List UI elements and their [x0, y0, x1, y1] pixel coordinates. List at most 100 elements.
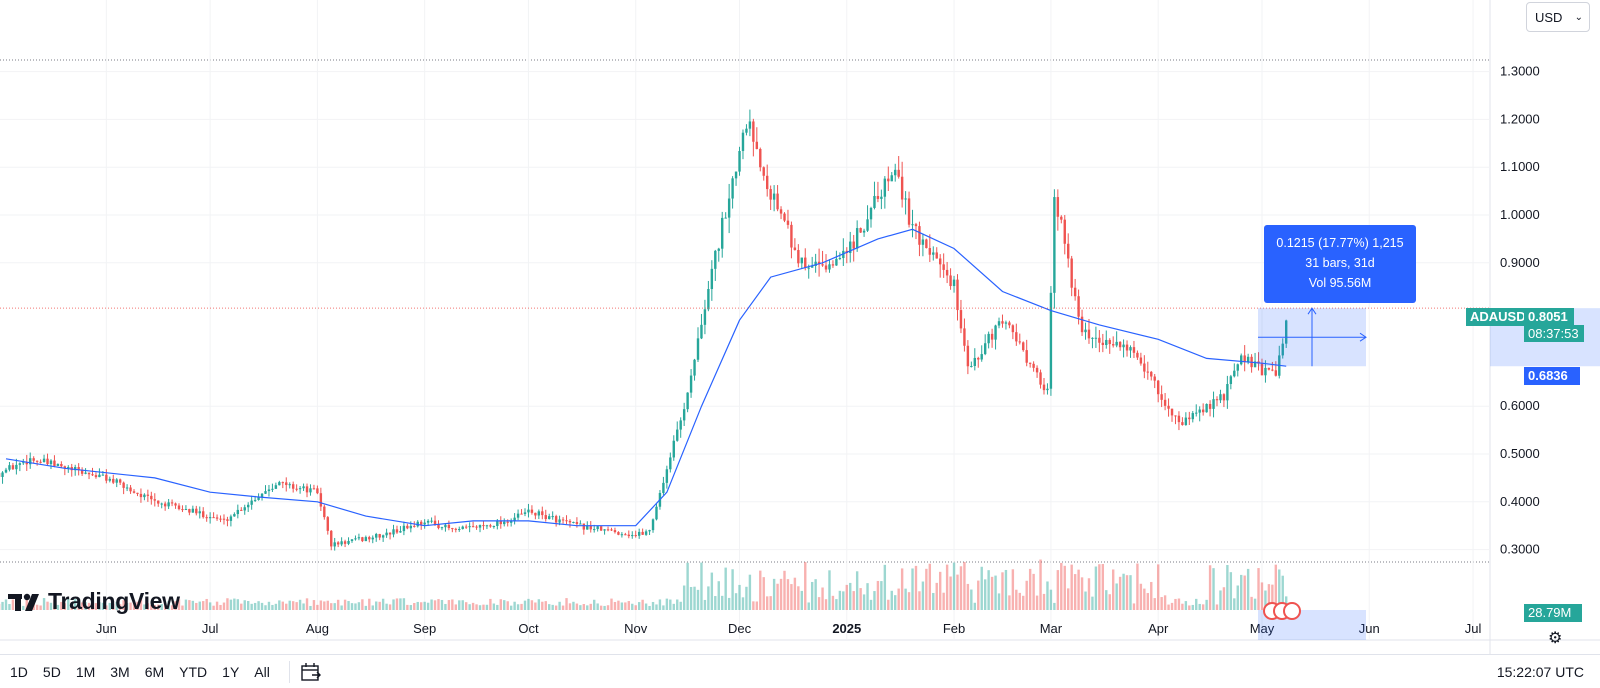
volume-bar	[35, 604, 39, 610]
range-1y-button[interactable]: 1Y	[222, 663, 240, 680]
volume-bar	[478, 605, 482, 610]
volume-bar	[132, 600, 136, 610]
candle-body	[1191, 413, 1194, 420]
candle-body	[1188, 417, 1191, 420]
y-tick-label: 1.3000	[1500, 64, 1540, 79]
candle-body	[977, 357, 980, 360]
volume-bar	[599, 605, 603, 610]
candle-body	[599, 526, 603, 531]
volume-bar	[876, 580, 880, 610]
tradingview-logo[interactable]: TradingView	[8, 588, 180, 615]
volume-bar	[831, 595, 835, 610]
candle-body	[714, 250, 717, 269]
candle-body	[49, 460, 53, 465]
volume-bar	[696, 589, 700, 610]
volume-bar	[686, 562, 689, 610]
volume-bar	[935, 582, 938, 610]
candle-body	[1022, 342, 1025, 351]
price-chart[interactable]: 1.3000 1.2000 1.1000 1.0000 0.9000 0.6000 0.50…	[0, 0, 1600, 654]
volume-bar	[74, 599, 77, 610]
volume-bar	[731, 569, 734, 610]
volume-bar	[153, 604, 156, 610]
candle-body	[1098, 337, 1101, 343]
candle-body	[779, 209, 783, 214]
volume-bar	[1233, 598, 1236, 610]
volume-bar	[873, 591, 876, 610]
volume-bar	[1025, 580, 1028, 610]
volume-bar	[1098, 564, 1101, 610]
candle-body	[319, 493, 323, 507]
candle-body	[343, 541, 347, 544]
candle-body	[1091, 337, 1094, 339]
candle-body	[32, 458, 35, 461]
candle-body	[928, 248, 932, 255]
candle-body	[1236, 364, 1239, 371]
candle-body	[880, 196, 883, 199]
settings-gear-icon[interactable]: ⚙	[1548, 630, 1563, 647]
candle-body	[700, 324, 703, 339]
volume-bar	[420, 602, 423, 610]
candle-body	[170, 502, 174, 504]
volume-bar	[371, 605, 374, 610]
volume-bar	[181, 605, 184, 610]
volume-bar	[945, 564, 949, 610]
candle-body	[686, 392, 689, 410]
candle-body	[824, 265, 828, 270]
candle-body	[624, 534, 627, 536]
volume-bar	[548, 604, 551, 610]
utc-clock: 15:22:07 UTC	[1496, 663, 1584, 680]
candle-body	[264, 491, 267, 494]
volume-bar	[662, 605, 665, 610]
volume-bar	[1011, 569, 1015, 610]
range-ytd-button[interactable]: YTD	[179, 663, 208, 680]
y-tick-label: 0.6000	[1500, 398, 1540, 413]
volume-bar	[368, 598, 371, 610]
volume-bar	[357, 602, 361, 610]
candle-body	[610, 529, 613, 531]
candle-body	[229, 516, 233, 521]
volume-bar	[807, 602, 810, 610]
range-6m-button[interactable]: 6M	[144, 663, 165, 680]
volume-bar	[191, 600, 195, 610]
candle-body	[1146, 371, 1149, 373]
candle-body	[537, 511, 541, 516]
candle-body	[800, 257, 803, 264]
volume-bar	[977, 580, 980, 610]
range-3m-button[interactable]: 3M	[110, 663, 130, 680]
volume-bar	[689, 587, 693, 610]
volume-bar	[4, 599, 8, 610]
volume-bar	[170, 605, 174, 610]
candle-body	[1056, 197, 1060, 217]
candle-body	[499, 521, 502, 525]
volume-bar	[959, 566, 963, 610]
candle-body	[551, 516, 554, 518]
candle-body	[973, 357, 976, 366]
date-range-calendar-icon[interactable]	[300, 662, 322, 682]
candle-body	[350, 539, 354, 541]
range-5d-button[interactable]: 5D	[42, 663, 61, 680]
volume-bar	[1, 601, 4, 610]
candle-body	[378, 534, 381, 538]
volume-bar	[631, 603, 634, 610]
candle-body	[56, 464, 60, 466]
candle-body	[454, 528, 457, 530]
volume-bar	[589, 603, 592, 610]
volume-bar	[1101, 564, 1105, 610]
candle-body	[679, 420, 682, 430]
y-tick-label: 0.4000	[1500, 494, 1540, 509]
candle-body	[1139, 357, 1143, 364]
volume-bar	[1195, 598, 1198, 610]
candle-body	[1129, 347, 1132, 351]
range-1d-button[interactable]: 1D	[10, 663, 28, 680]
candle-body	[167, 502, 170, 507]
candle-body	[139, 493, 143, 498]
range-all-button[interactable]: All	[254, 663, 270, 680]
candle-body	[696, 338, 700, 360]
candle-body	[534, 512, 537, 516]
volume-bar	[520, 603, 523, 610]
volume-bar	[1160, 597, 1163, 610]
range-1m-button[interactable]: 1M	[75, 663, 96, 680]
currency-select[interactable]: USD ⌄	[1526, 2, 1590, 32]
candle-body	[146, 494, 150, 496]
volume-bar	[1236, 585, 1239, 610]
